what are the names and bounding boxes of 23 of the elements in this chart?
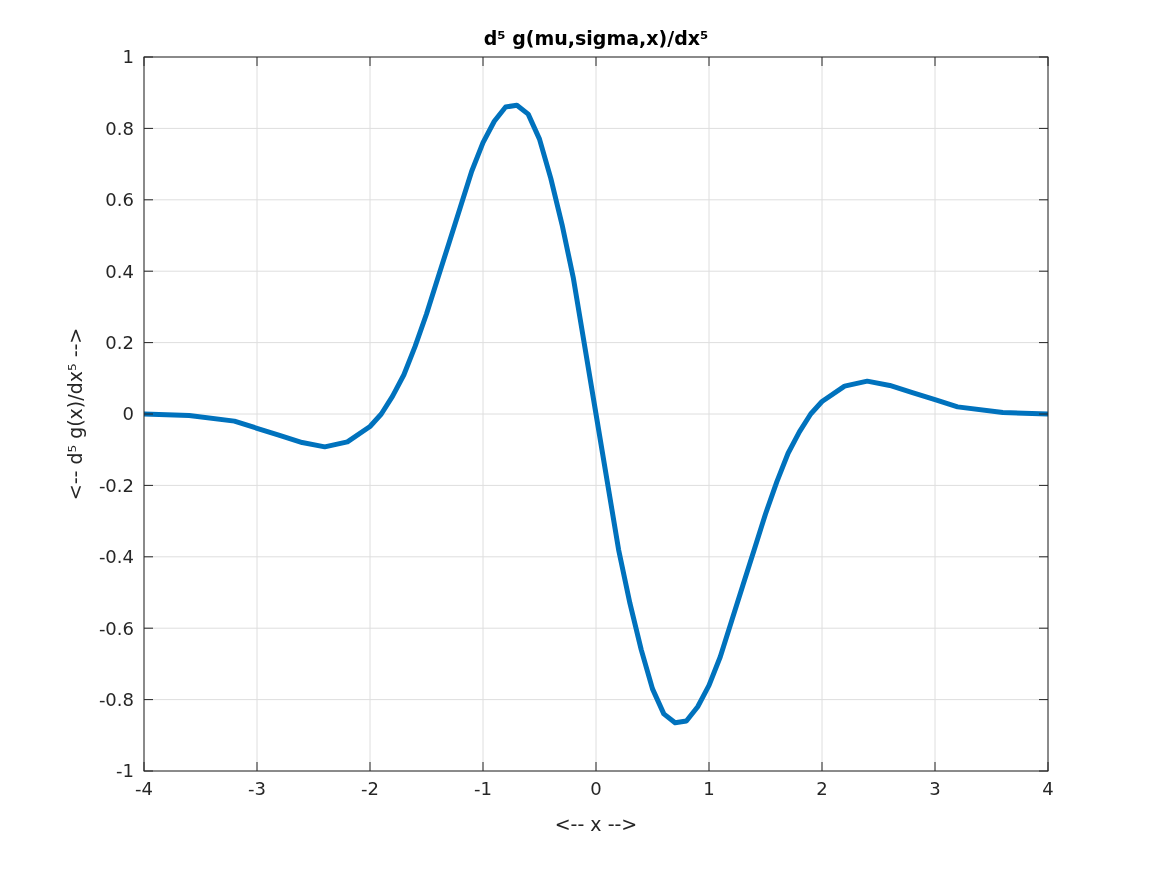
x-tick-label: -3 [248, 778, 266, 799]
y-tick-label: 0.4 [105, 260, 134, 282]
x-tick-label: 4 [1042, 778, 1054, 799]
y-tick-label: 1 [122, 46, 134, 68]
y-tick-label: -0.8 [98, 688, 134, 710]
x-tick-label: -1 [474, 778, 492, 799]
x-tick-label: 2 [816, 778, 828, 799]
y-tick-label: -0.4 [98, 546, 134, 568]
y-axis-title: <-- d⁵ g(x)/dx⁵ --> [64, 327, 86, 501]
y-tick-label: -0.6 [98, 617, 134, 639]
x-tick-label: -2 [361, 778, 379, 799]
y-tick-label: 0.2 [105, 331, 134, 353]
x-tick-label: 1 [703, 778, 715, 799]
y-tick-label: 0.8 [105, 117, 134, 139]
x-axis-title: <-- x --> [554, 813, 638, 835]
y-tick-label: 0 [122, 403, 134, 425]
x-tick-label: -4 [135, 778, 153, 799]
y-tick-label: 0.6 [105, 189, 134, 211]
chart-title: d⁵ g(mu,sigma,x)/dx⁵ [483, 27, 709, 49]
y-tick-label: -0.2 [98, 474, 134, 496]
x-tick-label: 3 [929, 778, 941, 799]
x-tick-label: 0 [590, 778, 602, 799]
y-tick-label: -1 [116, 760, 134, 782]
